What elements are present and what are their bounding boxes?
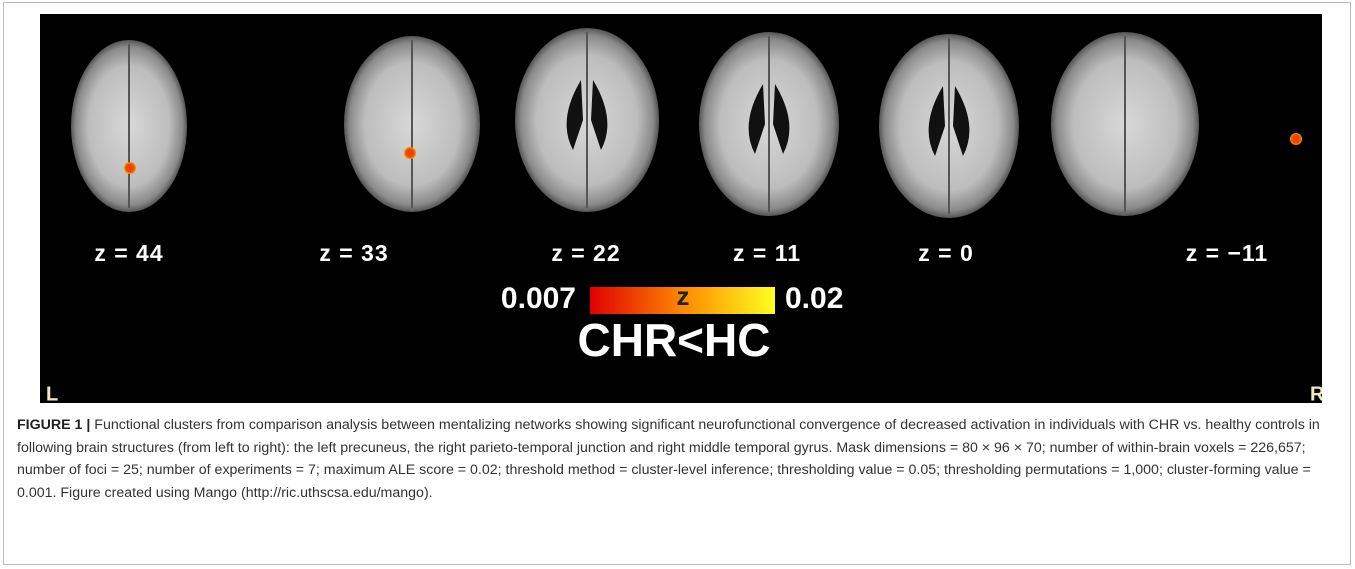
contrast-label: CHR<HC: [578, 314, 771, 366]
colorbar-max: 0.02: [785, 282, 843, 315]
left-label: L: [46, 383, 58, 403]
slice-label: z = 11: [733, 240, 801, 266]
colorbar-label: z: [677, 281, 690, 311]
activation-cluster: [124, 162, 136, 174]
slice-label: z = 33: [319, 240, 388, 266]
page: {"figure": { "slices": ["z = 44", "z = 3…: [0, 0, 1355, 569]
slice-label: z = 44: [94, 240, 163, 266]
figure-panel: z = 44 z = 33 z = 22 z = 11 z = 0 z = −11 0.0…: [40, 14, 1322, 403]
activation-cluster: [1290, 133, 1302, 145]
caption-label: FIGURE 1 |: [17, 417, 90, 433]
right-label: R: [1310, 383, 1322, 403]
colorbar-min: 0.007: [501, 282, 576, 315]
slice-label: z = 0: [918, 240, 974, 266]
caption-text: Functional clusters from comparison anal…: [17, 417, 1320, 501]
activation-cluster: [404, 147, 416, 159]
figure-caption: FIGURE 1 | Functional clusters from comp…: [17, 414, 1342, 504]
slice-label: z = −11: [1186, 240, 1268, 266]
slice-label: z = 22: [551, 240, 620, 266]
